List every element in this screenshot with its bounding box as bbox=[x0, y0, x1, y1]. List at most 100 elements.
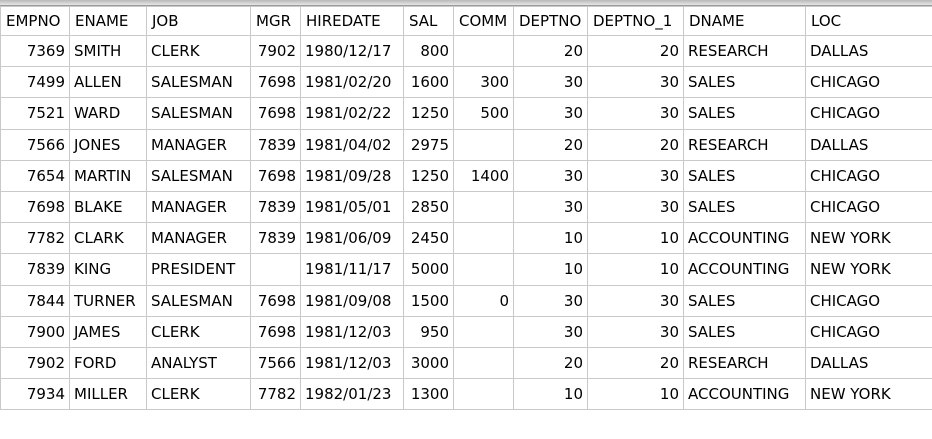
table-row[interactable]: 7844 TURNER SALESMAN 7698 1981/09/08 1500 0 30 3… bbox=[0, 284, 932, 317]
cell-mgr[interactable]: 7782 bbox=[250, 378, 301, 411]
cell-deptno[interactable]: 10 bbox=[513, 222, 588, 255]
column-header-deptno[interactable]: DEPTNO bbox=[513, 6, 588, 36]
cell-deptno-1[interactable]: 10 bbox=[587, 222, 684, 255]
cell-dname[interactable]: SALES bbox=[683, 315, 806, 348]
cell-job[interactable]: CLERK bbox=[146, 378, 251, 411]
cell-hiredate[interactable]: 1981/05/01 bbox=[300, 190, 404, 224]
cell-comm[interactable]: 0 bbox=[453, 284, 514, 317]
cell-ename[interactable]: JAMES bbox=[69, 315, 147, 348]
cell-deptno[interactable]: 20 bbox=[513, 128, 588, 161]
cell-empno[interactable]: 7934 bbox=[0, 378, 70, 411]
cell-dname[interactable]: SALES bbox=[683, 190, 806, 224]
cell-comm[interactable] bbox=[453, 128, 514, 161]
cell-comm[interactable] bbox=[453, 346, 514, 380]
cell-sal[interactable]: 1300 bbox=[403, 378, 454, 411]
cell-comm[interactable] bbox=[453, 190, 514, 224]
column-header-ename[interactable]: ENAME bbox=[69, 6, 147, 36]
cell-comm[interactable] bbox=[453, 222, 514, 255]
column-header-sal[interactable]: SAL bbox=[403, 6, 454, 36]
cell-sal[interactable]: 1250 bbox=[403, 159, 454, 192]
cell-job[interactable]: PRESIDENT bbox=[146, 253, 251, 286]
cell-deptno[interactable]: 30 bbox=[513, 159, 588, 192]
cell-hiredate[interactable]: 1981/02/22 bbox=[300, 97, 404, 130]
cell-job[interactable]: ANALYST bbox=[146, 346, 251, 380]
cell-sal[interactable]: 800 bbox=[403, 34, 454, 68]
cell-comm[interactable] bbox=[453, 34, 514, 68]
cell-mgr[interactable]: 7698 bbox=[250, 315, 301, 348]
cell-hiredate[interactable]: 1981/02/20 bbox=[300, 66, 404, 99]
cell-dname[interactable]: SALES bbox=[683, 159, 806, 192]
cell-deptno[interactable]: 30 bbox=[513, 284, 588, 317]
column-header-loc[interactable]: LOC bbox=[805, 6, 932, 36]
cell-loc[interactable]: CHICAGO bbox=[805, 66, 932, 99]
cell-deptno-1[interactable]: 20 bbox=[587, 346, 684, 380]
cell-loc[interactable]: DALLAS bbox=[805, 346, 932, 380]
cell-hiredate[interactable]: 1981/04/02 bbox=[300, 128, 404, 161]
cell-deptno[interactable]: 30 bbox=[513, 97, 588, 130]
cell-deptno[interactable]: 30 bbox=[513, 190, 588, 224]
cell-sal[interactable]: 1600 bbox=[403, 66, 454, 99]
column-header-mgr[interactable]: MGR bbox=[250, 6, 301, 36]
cell-dname[interactable]: ACCOUNTING bbox=[683, 378, 806, 411]
table-row[interactable]: 7902 FORD ANALYST 7566 1981/12/03 3000 20 20 RES… bbox=[0, 346, 932, 380]
cell-loc[interactable]: CHICAGO bbox=[805, 159, 932, 192]
cell-hiredate[interactable]: 1981/12/03 bbox=[300, 315, 404, 348]
cell-deptno-1[interactable]: 10 bbox=[587, 378, 684, 411]
cell-dname[interactable]: RESEARCH bbox=[683, 346, 806, 380]
cell-hiredate[interactable]: 1981/12/03 bbox=[300, 346, 404, 380]
cell-deptno-1[interactable]: 30 bbox=[587, 190, 684, 224]
cell-sal[interactable]: 3000 bbox=[403, 346, 454, 380]
cell-job[interactable]: MANAGER bbox=[146, 190, 251, 224]
cell-hiredate[interactable]: 1982/01/23 bbox=[300, 378, 404, 411]
cell-dname[interactable]: SALES bbox=[683, 97, 806, 130]
cell-deptno[interactable]: 20 bbox=[513, 34, 588, 68]
cell-empno[interactable]: 7698 bbox=[0, 190, 70, 224]
cell-mgr[interactable]: 7698 bbox=[250, 97, 301, 130]
cell-loc[interactable]: NEW YORK bbox=[805, 253, 932, 286]
table-row[interactable]: 7934 MILLER CLERK 7782 1982/01/23 1300 10 10 ACC… bbox=[0, 378, 932, 411]
table-row[interactable]: 7698 BLAKE MANAGER 7839 1981/05/01 2850 30 30 SA… bbox=[0, 190, 932, 224]
cell-mgr[interactable] bbox=[250, 253, 301, 286]
cell-hiredate[interactable]: 1981/09/08 bbox=[300, 284, 404, 317]
column-header-empno[interactable]: EMPNO bbox=[0, 6, 70, 36]
cell-ename[interactable]: CLARK bbox=[69, 222, 147, 255]
cell-deptno[interactable]: 20 bbox=[513, 346, 588, 380]
cell-mgr[interactable]: 7698 bbox=[250, 284, 301, 317]
table-row[interactable]: 7654 MARTIN SALESMAN 7698 1981/09/28 1250 1400… bbox=[0, 159, 932, 192]
cell-empno[interactable]: 7902 bbox=[0, 346, 70, 380]
cell-sal[interactable]: 950 bbox=[403, 315, 454, 348]
table-row[interactable]: 7782 CLARK MANAGER 7839 1981/06/09 2450 10 10 AC… bbox=[0, 222, 932, 255]
cell-deptno-1[interactable]: 30 bbox=[587, 97, 684, 130]
cell-job[interactable]: SALESMAN bbox=[146, 159, 251, 192]
table-row[interactable]: 7521 WARD SALESMAN 7698 1981/02/22 1250 500 30 3… bbox=[0, 97, 932, 130]
results-grid-container[interactable]: EMPNO ENAME JOB MGR HIREDATE SAL COMM DEPTNO DEP… bbox=[0, 6, 932, 411]
cell-ename[interactable]: MARTIN bbox=[69, 159, 147, 192]
cell-comm[interactable]: 1400 bbox=[453, 159, 514, 192]
cell-ename[interactable]: ALLEN bbox=[69, 66, 147, 99]
cell-ename[interactable]: BLAKE bbox=[69, 190, 147, 224]
cell-loc[interactable]: DALLAS bbox=[805, 34, 932, 68]
table-row[interactable]: 7499 ALLEN SALESMAN 7698 1981/02/20 1600 300 30… bbox=[0, 66, 932, 99]
cell-job[interactable]: CLERK bbox=[146, 34, 251, 68]
cell-mgr[interactable]: 7839 bbox=[250, 190, 301, 224]
table-row[interactable]: 7900 JAMES CLERK 7698 1981/12/03 950 30 30 SALES… bbox=[0, 315, 932, 348]
cell-comm[interactable] bbox=[453, 253, 514, 286]
cell-sal[interactable]: 2975 bbox=[403, 128, 454, 161]
cell-empno[interactable]: 7782 bbox=[0, 222, 70, 255]
cell-empno[interactable]: 7521 bbox=[0, 97, 70, 130]
cell-deptno[interactable]: 30 bbox=[513, 315, 588, 348]
cell-ename[interactable]: MILLER bbox=[69, 378, 147, 411]
cell-hiredate[interactable]: 1980/12/17 bbox=[300, 34, 404, 68]
cell-dname[interactable]: RESEARCH bbox=[683, 128, 806, 161]
cell-loc[interactable]: NEW YORK bbox=[805, 222, 932, 255]
cell-deptno-1[interactable]: 30 bbox=[587, 315, 684, 348]
column-header-job[interactable]: JOB bbox=[146, 6, 251, 36]
cell-deptno-1[interactable]: 10 bbox=[587, 253, 684, 286]
cell-hiredate[interactable]: 1981/09/28 bbox=[300, 159, 404, 192]
cell-mgr[interactable]: 7566 bbox=[250, 346, 301, 380]
results-grid[interactable]: EMPNO ENAME JOB MGR HIREDATE SAL COMM DEPTNO DEP… bbox=[0, 6, 932, 411]
cell-ename[interactable]: TURNER bbox=[69, 284, 147, 317]
cell-dname[interactable]: ACCOUNTING bbox=[683, 253, 806, 286]
cell-hiredate[interactable]: 1981/11/17 bbox=[300, 253, 404, 286]
cell-job[interactable]: MANAGER bbox=[146, 128, 251, 161]
